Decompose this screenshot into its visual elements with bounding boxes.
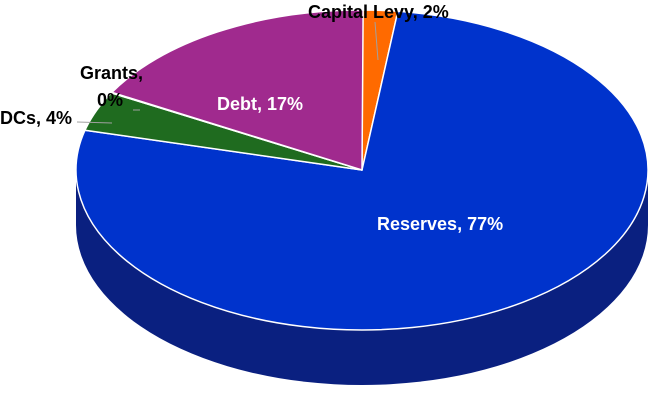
label-reserves: Reserves, 77% bbox=[377, 214, 503, 234]
leader-line-capital-levy bbox=[374, 21, 379, 61]
slice-debt bbox=[111, 9, 364, 171]
label-dcs: DCs, 4% bbox=[0, 108, 72, 128]
label-capital-levy: Capital Levy, 2% bbox=[308, 2, 449, 22]
pie-top-group bbox=[75, 9, 649, 331]
pie-side-group bbox=[76, 170, 648, 385]
label-grants-line-2: 0% bbox=[97, 90, 123, 110]
label-grants-line-1: Grants, bbox=[80, 63, 143, 83]
label-debt: Debt, 17% bbox=[217, 94, 303, 114]
leader-line-dcs bbox=[76, 121, 113, 124]
slice-side-reserves bbox=[76, 170, 648, 385]
